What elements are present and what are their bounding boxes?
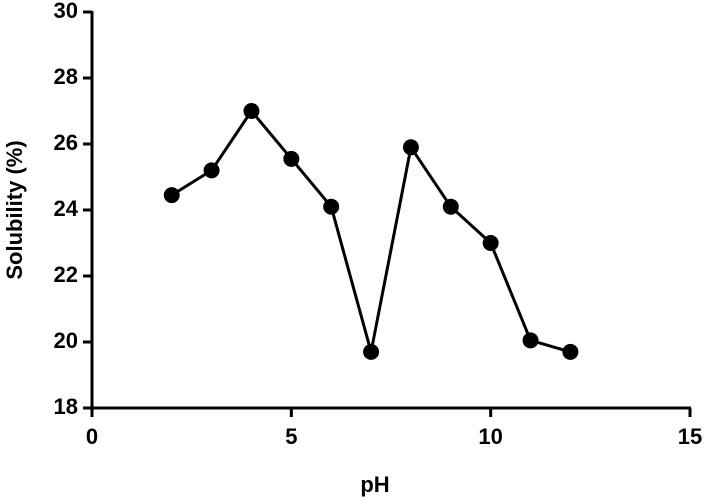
- data-point: [243, 103, 260, 119]
- y-tick-label: 24: [54, 196, 79, 221]
- data-point: [442, 198, 459, 215]
- x-tick-label: 0: [86, 424, 98, 449]
- data-point: [203, 162, 220, 179]
- y-tick-label: 22: [54, 262, 78, 287]
- data-point: [363, 343, 380, 360]
- data-point: [283, 150, 300, 167]
- data-point: [522, 332, 539, 349]
- y-axis-label: Solubility (%): [2, 140, 27, 279]
- x-tick-label: 10: [478, 424, 502, 449]
- y-tick-label: 30: [54, 0, 78, 23]
- x-tick-label: 5: [285, 424, 297, 449]
- data-line: [170, 109, 571, 354]
- data-point: [163, 187, 180, 204]
- data-point: [562, 343, 579, 360]
- x-axis-label: pH: [360, 472, 389, 497]
- y-tick-label: 18: [54, 394, 78, 419]
- y-tick-label: 20: [54, 328, 78, 353]
- data-point: [323, 198, 340, 215]
- y-tick-label: 26: [54, 130, 78, 155]
- y-tick-label: 28: [54, 64, 78, 89]
- data-point: [402, 139, 419, 156]
- x-tick-label: 15: [678, 424, 702, 449]
- data-point: [482, 235, 499, 251]
